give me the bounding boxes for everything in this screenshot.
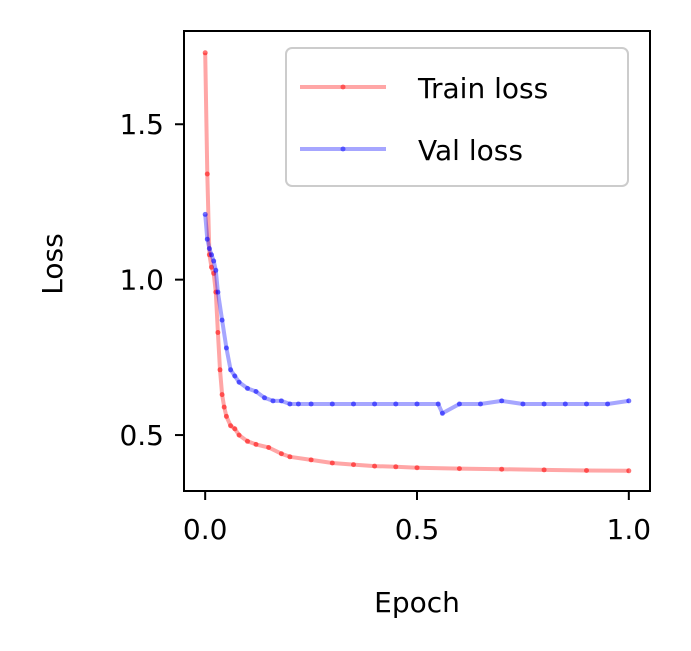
data-point-val-loss — [215, 289, 221, 295]
y-axis-label: Loss — [36, 233, 69, 294]
data-point-train-loss — [245, 438, 250, 444]
data-point-val-loss — [219, 317, 225, 323]
data-point-train-loss — [287, 454, 293, 460]
data-point-val-loss — [262, 395, 267, 401]
data-point-val-loss — [520, 401, 526, 407]
data-point-val-loss — [393, 401, 399, 407]
data-point-train-loss — [204, 171, 210, 177]
data-point-val-loss — [228, 367, 234, 373]
data-point-val-loss — [202, 211, 208, 217]
data-point-train-loss — [308, 457, 314, 463]
data-point-val-loss — [605, 401, 611, 407]
data-point-val-loss — [236, 379, 242, 385]
data-point-train-loss — [202, 50, 208, 56]
legend-marker-val — [340, 146, 346, 152]
data-point-val-loss — [562, 401, 568, 407]
data-point-train-loss — [414, 465, 420, 471]
data-point-train-loss — [541, 467, 547, 473]
data-point-val-loss — [456, 401, 462, 407]
y-tick-label: 1.0 — [119, 264, 164, 297]
data-point-train-loss — [266, 445, 272, 450]
data-point-train-loss — [215, 330, 221, 335]
legend-marker-train — [340, 84, 346, 90]
data-point-val-loss — [253, 389, 259, 394]
data-point-train-loss — [209, 264, 214, 270]
data-point-val-loss — [204, 236, 210, 242]
data-point-val-loss — [499, 398, 505, 404]
data-point-val-loss — [439, 410, 445, 416]
data-point-train-loss — [584, 468, 589, 473]
data-point-val-loss — [206, 246, 212, 252]
data-point-train-loss — [393, 464, 399, 470]
data-point-train-loss — [351, 462, 356, 468]
data-point-val-loss — [211, 258, 217, 264]
data-point-train-loss — [329, 460, 335, 466]
data-point-val-loss — [372, 401, 378, 407]
data-point-train-loss — [228, 423, 234, 429]
series-layer — [202, 50, 632, 474]
data-point-val-loss — [245, 385, 250, 391]
data-point-val-loss — [223, 345, 229, 351]
data-point-val-loss — [270, 398, 276, 404]
series-line-train-loss — [203, 52, 629, 473]
data-point-val-loss — [414, 401, 420, 407]
data-point-train-loss — [236, 432, 242, 438]
y-tick-label: 1.5 — [119, 108, 164, 141]
data-point-train-loss — [372, 463, 378, 469]
legend-label-val: Val loss — [418, 134, 523, 167]
data-point-val-loss — [541, 401, 547, 407]
x-tick-label: 1.0 — [607, 513, 652, 546]
data-point-val-loss — [351, 401, 356, 407]
data-point-train-loss — [217, 367, 223, 373]
data-point-val-loss — [295, 401, 301, 407]
data-point-val-loss — [232, 373, 238, 379]
data-point-train-loss — [253, 441, 259, 447]
legend: Train loss Val loss — [285, 47, 629, 187]
data-point-val-loss — [213, 267, 219, 273]
data-point-val-loss — [278, 398, 284, 404]
data-point-train-loss — [626, 468, 632, 474]
data-point-train-loss — [221, 404, 227, 410]
data-point-train-loss — [499, 466, 505, 472]
data-point-train-loss — [278, 451, 284, 457]
data-point-val-loss — [287, 401, 293, 407]
data-point-train-loss — [232, 426, 238, 432]
data-point-val-loss — [209, 252, 214, 258]
data-point-val-loss — [308, 401, 314, 407]
legend-label-train: Train loss — [417, 72, 548, 105]
data-point-val-loss — [329, 401, 335, 407]
data-point-train-loss — [456, 466, 462, 472]
data-point-val-loss — [435, 401, 441, 407]
x-axis-label: Epoch — [374, 586, 460, 619]
data-point-train-loss — [223, 413, 229, 419]
data-point-val-loss — [626, 398, 632, 404]
axes-layer: 0.0 0.5 1.0 0.5 1.0 1.5 — [119, 30, 652, 546]
x-tick-label: 0.5 — [395, 513, 440, 546]
legend-box — [285, 47, 629, 187]
data-point-val-loss — [478, 401, 483, 407]
series-line-val-loss — [203, 214, 630, 416]
x-tick-label: 0.0 — [183, 513, 228, 546]
y-tick-label: 0.5 — [119, 419, 164, 452]
data-point-train-loss — [219, 392, 225, 398]
data-point-val-loss — [584, 401, 589, 407]
